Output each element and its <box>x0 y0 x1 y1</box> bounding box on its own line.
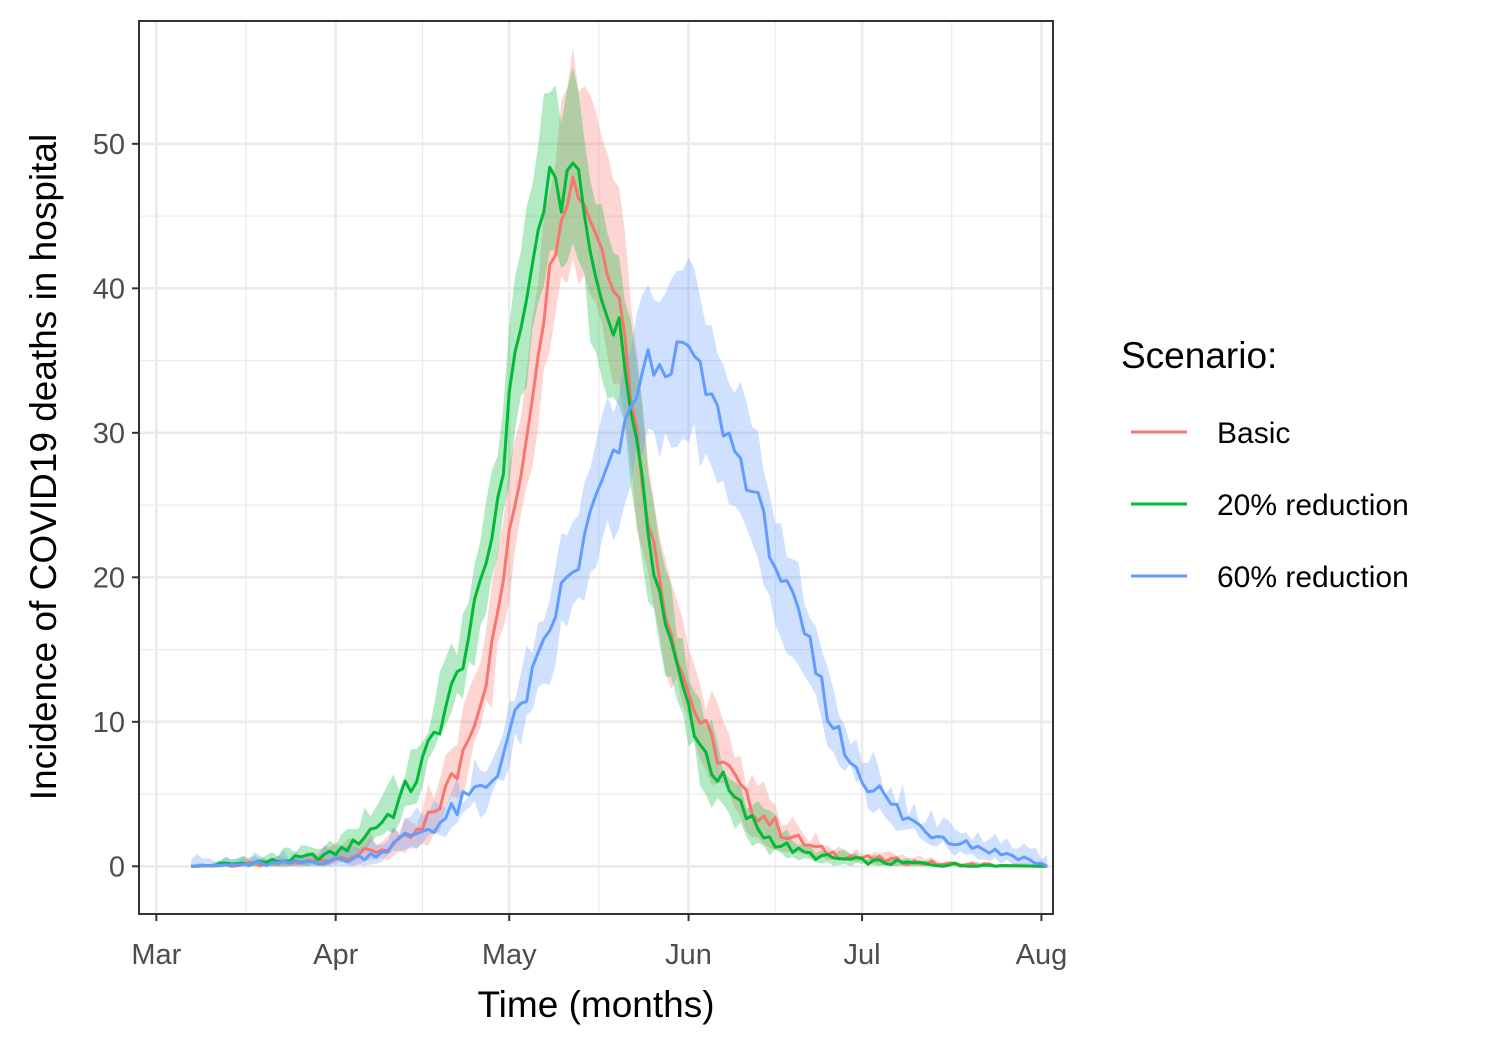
plot-panel-border <box>138 20 1054 915</box>
y-tick-label: 50 <box>93 129 125 161</box>
y-axis: 0 10 20 30 40 50 <box>93 129 139 883</box>
y-tick-label: 30 <box>93 418 125 450</box>
y-tick-label: 10 <box>93 707 125 739</box>
y-tick-label: 0 <box>109 851 125 883</box>
line-60-reduction <box>191 340 1048 868</box>
plot-background <box>139 21 1053 914</box>
ribbon-basic <box>191 48 1048 867</box>
legend: Basic 20% reduction 60% reduction <box>1131 417 1409 594</box>
legend-title: Scenario: <box>1121 335 1277 376</box>
y-tick-label: 20 <box>93 562 125 594</box>
y-tick-label: 40 <box>93 273 125 305</box>
x-axis-title: Time (months) <box>477 984 714 1025</box>
x-tick-label: May <box>482 939 537 971</box>
series-lines <box>191 161 1048 868</box>
line-20-reduction <box>191 161 1048 868</box>
grid-minor <box>139 21 1053 914</box>
legend-label: 60% reduction <box>1217 561 1409 594</box>
x-tick-label: Aug <box>1016 939 1068 971</box>
grid-major <box>139 21 1053 914</box>
x-tick-label: Apr <box>313 939 358 971</box>
ribbon-60-reduction <box>191 257 1048 867</box>
y-axis-title: Incidence of COVID19 deaths in hospital <box>23 134 64 800</box>
confidence-ribbons <box>191 48 1048 867</box>
legend-label: Basic <box>1217 417 1290 450</box>
x-axis: Mar Apr May Jun Jul Aug <box>131 914 1067 971</box>
x-tick-label: Jul <box>844 939 881 971</box>
x-tick-label: Jun <box>665 939 712 971</box>
legend-label: 20% reduction <box>1217 489 1409 522</box>
x-tick-label: Mar <box>131 939 181 971</box>
